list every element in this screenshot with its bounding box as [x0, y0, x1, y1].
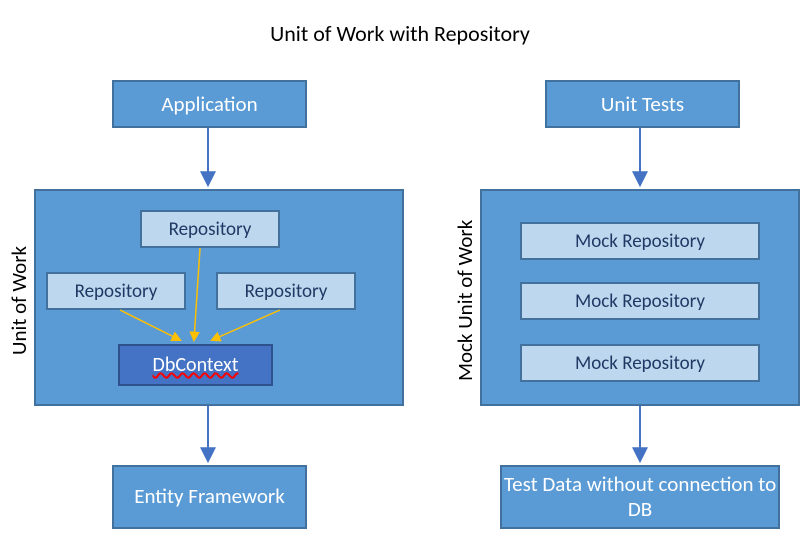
diagram-title: Unit of Work with Repository — [215, 20, 585, 47]
test-data-label: Test Data without connection to DB — [502, 472, 778, 522]
repository-left: Repository — [46, 272, 186, 310]
test-data-box: Test Data without connection to DB — [500, 465, 780, 529]
dbcontext-label: DbContext — [153, 353, 239, 377]
entity-framework-box: Entity Framework — [112, 465, 307, 529]
mock-repo-3: Mock Repository — [520, 344, 760, 382]
repository-right: Repository — [216, 272, 356, 310]
dbcontext-box: DbContext — [118, 344, 273, 386]
mock-repo-1: Mock Repository — [520, 222, 760, 260]
repository-top: Repository — [140, 210, 280, 248]
unit-tests-box: Unit Tests — [545, 80, 740, 128]
mock-repo-2-label: Mock Repository — [575, 290, 705, 313]
mock-repo-2: Mock Repository — [520, 282, 760, 320]
repository-right-label: Repository — [245, 280, 328, 303]
mock-vertical-label: Mock Unit of Work — [452, 200, 478, 400]
mock-repo-3-label: Mock Repository — [575, 352, 705, 375]
uow-vertical-label: Unit of Work — [6, 236, 32, 364]
mock-repo-1-label: Mock Repository — [575, 230, 705, 253]
entity-framework-label: Entity Framework — [134, 484, 285, 509]
repository-left-label: Repository — [75, 280, 158, 303]
application-label: Application — [161, 91, 257, 117]
repository-top-label: Repository — [169, 218, 252, 241]
application-box: Application — [112, 80, 307, 128]
unit-tests-label: Unit Tests — [601, 91, 684, 117]
